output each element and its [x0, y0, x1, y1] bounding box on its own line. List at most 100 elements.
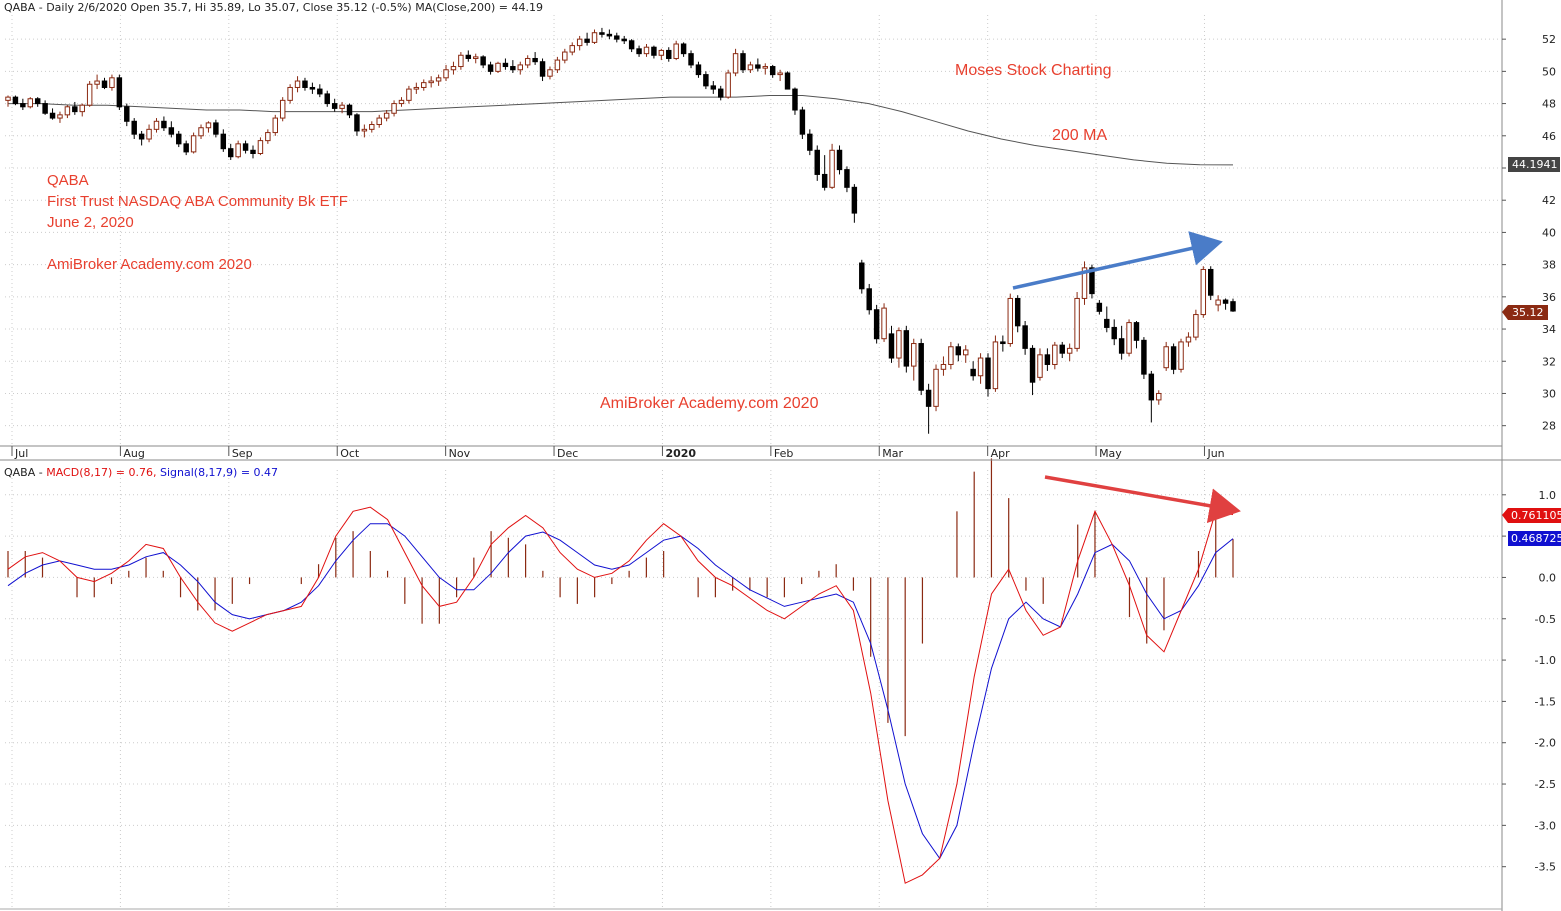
candle [606, 29, 613, 40]
candle [628, 39, 635, 53]
candle [651, 45, 657, 59]
candle [398, 97, 405, 107]
month-label: Dec [557, 447, 578, 460]
candle [361, 124, 368, 138]
candle [190, 132, 197, 154]
watermark-site-label-2: AmiBroker Academy.com 2020 [600, 395, 819, 412]
candle [1118, 325, 1125, 360]
candle [1141, 337, 1147, 379]
svg-text:0.468725: 0.468725 [1511, 532, 1561, 545]
macd-tick-label: -2.5 [1535, 778, 1556, 791]
candle [1193, 309, 1199, 341]
price-tick-label: 48 [1542, 98, 1556, 111]
candle [799, 106, 806, 140]
candle [49, 108, 56, 120]
month-label: Jul [14, 447, 28, 460]
price-tick-label: 46 [1542, 130, 1556, 143]
candle [992, 335, 999, 392]
price-tick-label: 28 [1542, 420, 1556, 433]
candle [769, 64, 776, 78]
candle [34, 97, 41, 107]
candle [1208, 266, 1214, 301]
candle [153, 118, 160, 133]
ma-200-line-group [8, 95, 1234, 166]
candle [666, 47, 672, 62]
candle [42, 100, 48, 115]
candle [673, 40, 679, 61]
candle [369, 121, 375, 133]
candle [614, 32, 620, 43]
candle [228, 143, 234, 160]
candle [1007, 293, 1014, 347]
macd-pane-header: QABA - MACD(8,17) = 0.76, Signal(8,17,9)… [4, 466, 278, 479]
candle [458, 52, 464, 70]
candle [480, 55, 486, 69]
candle [836, 145, 843, 175]
price-tick-label: 50 [1542, 65, 1556, 78]
candle [1148, 370, 1155, 423]
svg-text:0.761105: 0.761105 [1511, 509, 1561, 522]
candle [94, 74, 100, 90]
candle [562, 48, 568, 64]
candle [1111, 319, 1117, 346]
candle [940, 356, 947, 376]
candle [138, 130, 145, 146]
candle [309, 82, 316, 94]
candle [1081, 261, 1088, 305]
macd-histogram-group [7, 458, 1234, 737]
candle [435, 74, 442, 86]
month-label: Apr [991, 447, 1011, 460]
candle [829, 143, 835, 189]
candle [1014, 295, 1021, 333]
candle [354, 113, 360, 136]
candle [762, 63, 769, 75]
candle [977, 353, 984, 384]
candle [710, 81, 717, 94]
candle [1029, 345, 1036, 396]
candle [428, 76, 434, 88]
candle [851, 184, 858, 223]
candle [324, 90, 330, 107]
candle [547, 66, 553, 80]
candles-group [5, 27, 1236, 434]
candle [302, 77, 308, 91]
candle [948, 341, 954, 370]
candle [1059, 341, 1065, 359]
brand-label: Moses Stock Charting [955, 62, 1112, 79]
candle [265, 129, 271, 144]
candle [20, 98, 26, 111]
candle [406, 85, 412, 104]
svg-text:44.1941: 44.1941 [1512, 158, 1558, 171]
fund-name-label: First Trust NASDAQ ABA Community Bk ETF [47, 193, 348, 210]
month-label: Mar [882, 447, 903, 460]
candle [591, 29, 598, 44]
candle [636, 45, 642, 57]
month-label: Nov [449, 447, 471, 460]
candle [502, 58, 509, 70]
signal-value-badge: 0.468725 [1508, 531, 1561, 546]
macd-tick-label: -2.0 [1535, 737, 1556, 750]
candle [495, 61, 501, 73]
candle [443, 64, 449, 82]
candle [1000, 335, 1006, 352]
month-label: Oct [340, 447, 360, 460]
candle [294, 76, 301, 93]
month-label: Sep [232, 447, 253, 460]
candle [821, 155, 828, 191]
candle [257, 137, 264, 156]
candle [12, 95, 19, 106]
candle [1170, 343, 1177, 375]
candle [873, 304, 880, 344]
candle [339, 101, 345, 114]
candle [1215, 295, 1221, 312]
candle [643, 43, 650, 57]
candle [970, 361, 976, 381]
candle [896, 327, 902, 368]
macd-tick-label: -3.0 [1535, 819, 1556, 832]
date-label: June 2, 2020 [47, 214, 134, 231]
candle [963, 345, 969, 363]
macd-line [7, 506, 1234, 884]
candle [859, 259, 865, 294]
candle [146, 124, 152, 143]
candle [391, 100, 397, 117]
